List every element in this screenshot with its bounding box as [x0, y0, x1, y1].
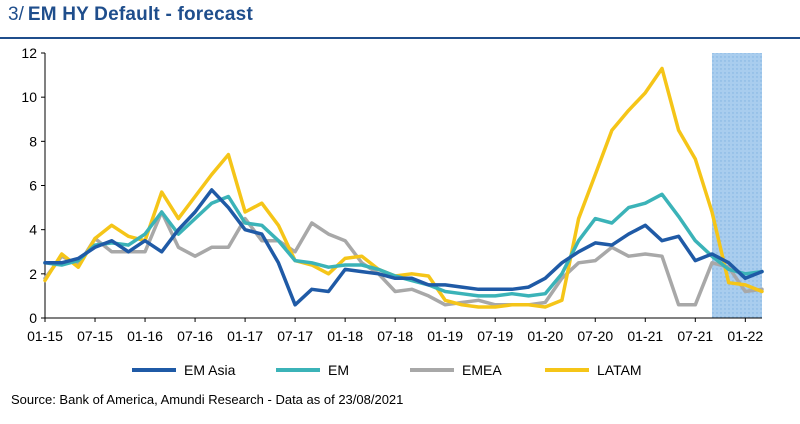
x-tick-label: 01-17 — [227, 328, 263, 344]
y-tick-label: 12 — [21, 45, 37, 61]
series-line-latam — [43, 66, 764, 309]
x-tick-label: 01-21 — [627, 328, 663, 344]
chart-legend: EM Asia EM EMEA LATAM — [0, 362, 800, 382]
series-line-em-asia — [43, 188, 764, 307]
x-tick-label: 01-20 — [527, 328, 563, 344]
y-tick-label: 0 — [29, 310, 37, 326]
legend-item-emea: EMEA — [410, 362, 502, 378]
x-tick-label: 07-16 — [177, 328, 213, 344]
legend-swatch — [545, 368, 589, 372]
chart-header: 3/ EM HY Default - forecast — [8, 4, 253, 32]
x-tick-label: 07-19 — [477, 328, 513, 344]
chart-title: EM HY Default - forecast — [27, 4, 253, 25]
x-tick-label: 07-21 — [677, 328, 713, 344]
x-tick-label: 01-16 — [127, 328, 163, 344]
title-underline — [0, 37, 800, 39]
x-tick-label: 01-22 — [727, 328, 763, 344]
legend-item-em: EM — [276, 362, 349, 378]
x-tick-label: 07-15 — [77, 328, 113, 344]
legend-item-latam: LATAM — [545, 362, 642, 378]
legend-label: LATAM — [597, 362, 642, 378]
legend-label: EM Asia — [184, 362, 236, 378]
y-tick-label: 4 — [29, 222, 37, 238]
legend-item-em-asia: EM Asia — [132, 362, 235, 378]
y-tick-label: 8 — [29, 133, 37, 149]
y-tick-label: 2 — [29, 266, 37, 282]
x-tick-label: 07-20 — [577, 328, 613, 344]
y-tick-label: 10 — [21, 89, 37, 105]
x-tick-label: 01-15 — [27, 328, 63, 344]
legend-swatch — [132, 368, 176, 372]
legend-label: EM — [328, 362, 349, 378]
x-tick-label: 07-18 — [377, 328, 413, 344]
x-tick-label: 01-18 — [327, 328, 363, 344]
legend-swatch — [410, 368, 454, 372]
legend-label: EMEA — [462, 362, 502, 378]
source-note: Source: Bank of America, Amundi Research… — [11, 392, 404, 407]
y-tick-label: 6 — [29, 178, 37, 194]
line-chart: 0 2 4 6 8 10 12 01-15 07-15 01-16 07-16 01-17 07-17 0… — [21, 45, 764, 344]
legend-swatch — [276, 368, 320, 372]
x-tick-label: 01-19 — [427, 328, 463, 344]
figure-number: 3/ — [8, 4, 24, 25]
x-tick-label: 07-17 — [277, 328, 313, 344]
